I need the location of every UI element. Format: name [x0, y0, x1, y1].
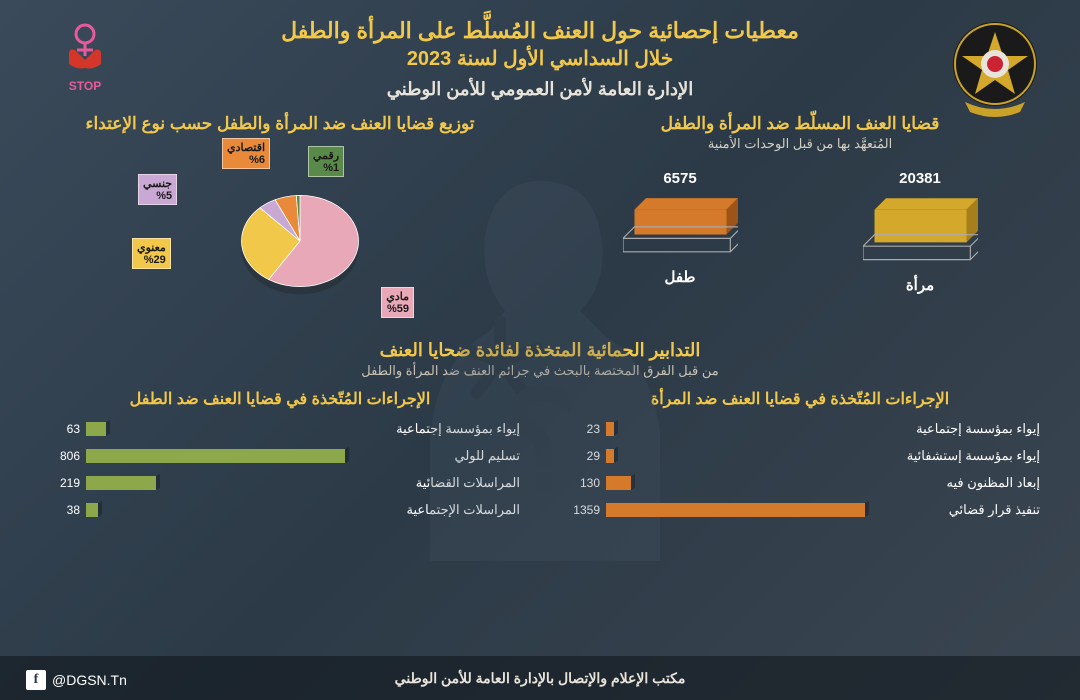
hbar-value: 63: [40, 422, 80, 436]
mid-line2: من قبل الفرق المختصة بالبحث في جرائم الع…: [0, 363, 1080, 379]
cases-bar-value: 6575: [600, 170, 760, 187]
hbar-fill: [86, 449, 345, 463]
cases-bar-item: 6575 طفل: [600, 170, 760, 294]
hbar-label: المراسلات الإجتماعية: [345, 502, 520, 518]
hbar-label: تسليم للولي: [345, 448, 520, 464]
cases-bar-label: طفل: [600, 268, 760, 286]
hbar-fill: [606, 422, 614, 436]
hbar-label: إبعاد المظنون فيه: [865, 475, 1040, 491]
org-badge-logo: [940, 14, 1050, 124]
hbar-fill: [606, 476, 631, 490]
fb-text: @DGSN.Tn: [52, 672, 127, 688]
cases-subtitle: المُتعهَّد بها من قبل الوحدات الأمنية: [560, 136, 1040, 152]
hbar-row: المراسلات الإجتماعية 38: [40, 500, 520, 520]
pie-title: توزيع قضايا العنف ضد المرأة والطفل حسب ن…: [40, 114, 520, 134]
hbar-track: [606, 476, 865, 490]
hbar-fill: [86, 476, 156, 490]
women-actions-title: الإجراءات المُتّخذة في قضايا العنف ضد ال…: [560, 389, 1040, 409]
child-actions-bars: إيواء بمؤسسة إجتماعية 63 تسليم للولي 806…: [40, 419, 520, 520]
header: STOP معطيات إحصائية حول العنف المُسلَّط …: [0, 0, 1080, 108]
hbar-fill: [86, 422, 106, 436]
hbar-row: المراسلات القضائية 219: [40, 473, 520, 493]
cases-panel: قضايا العنف المسلّط ضد المرأة والطفل الم…: [560, 114, 1040, 336]
pie-panel: توزيع قضايا العنف ضد المرأة والطفل حسب ن…: [40, 114, 520, 336]
main-title-2: خلال السداسي الأول لسنة 2023: [40, 46, 1040, 71]
pie-slice-label: مادي%59: [381, 287, 414, 318]
hbar-track: [606, 449, 865, 463]
women-actions-panel: الإجراءات المُتّخذة في قضايا العنف ضد ال…: [560, 389, 1040, 527]
hbar-row: إيواء بمؤسسة إجتماعية 23: [560, 419, 1040, 439]
pie-slice-label: معنوي%29: [132, 238, 171, 269]
hbar-fill: [86, 503, 98, 517]
hbar-track: [606, 503, 865, 517]
hbar-label: إيواء بمؤسسة إجتماعية: [345, 421, 520, 437]
main-title-3: الإدارة العامة لأمن العمومي للأمن الوطني: [40, 79, 1040, 100]
hbar-track: [86, 503, 345, 517]
hbar-value: 219: [40, 476, 80, 490]
cases-bar-value: 20381: [840, 170, 1000, 187]
hbar-value: 23: [560, 422, 600, 436]
hbar-label: تنفيذ قرار قضائي: [865, 502, 1040, 518]
hbar-label: المراسلات القضائية: [345, 475, 520, 491]
hbar-value: 29: [560, 449, 600, 463]
main-title-1: معطيات إحصائية حول العنف المُسلَّط على ا…: [40, 18, 1040, 44]
hbar-row: إيواء بمؤسسة إجتماعية 63: [40, 419, 520, 439]
hbar-value: 130: [560, 476, 600, 490]
hbar-track: [86, 422, 345, 436]
cases-bar-shape: [863, 191, 978, 265]
cases-bars: 20381 مرأة 6575 طفل: [560, 170, 1040, 294]
facebook-icon: f: [26, 670, 46, 690]
hbar-track: [86, 449, 345, 463]
hbar-label: إيواء بمؤسسة إستشفائية: [865, 448, 1040, 464]
hbar-fill: [606, 449, 614, 463]
hbar-value: 38: [40, 503, 80, 517]
women-actions-bars: إيواء بمؤسسة إجتماعية 23 إيواء بمؤسسة إس…: [560, 419, 1040, 520]
cases-bar-item: 20381 مرأة: [840, 170, 1000, 294]
pie-slice-label: رقمي%1: [308, 146, 344, 177]
mid-line1: التدابير الحمائية المتخذة لفائدة ضحايا ا…: [0, 340, 1080, 361]
hbar-row: تنفيذ قرار قضائي 1359: [560, 500, 1040, 520]
stop-label: STOP: [45, 79, 125, 93]
footer: مكتب الإعلام والإتصال بالإدارة العامة لل…: [0, 656, 1080, 700]
hbar-row: إبعاد المظنون فيه 130: [560, 473, 1040, 493]
footer-text: مكتب الإعلام والإتصال بالإدارة العامة لل…: [395, 670, 686, 687]
child-actions-panel: الإجراءات المُتّخذة في قضايا العنف ضد ال…: [40, 389, 520, 527]
hbar-row: إيواء بمؤسسة إستشفائية 29: [560, 446, 1040, 466]
pie-slice-label: اقتصادي%6: [222, 138, 270, 169]
pie-svg: [220, 176, 380, 306]
hbar-fill: [606, 503, 865, 517]
stop-violence-logo: STOP: [45, 20, 125, 110]
pie-slice-label: جنسي%5: [138, 174, 177, 205]
child-actions-title: الإجراءات المُتّخذة في قضايا العنف ضد ال…: [40, 389, 520, 409]
hbar-value: 806: [40, 449, 80, 463]
top-row: قضايا العنف المسلّط ضد المرأة والطفل الم…: [0, 114, 1080, 336]
hbar-value: 1359: [560, 503, 600, 517]
cases-bar-shape: [623, 191, 738, 257]
bottom-row: الإجراءات المُتّخذة في قضايا العنف ضد ال…: [0, 389, 1080, 527]
hbar-row: تسليم للولي 806: [40, 446, 520, 466]
section-mid-title: التدابير الحمائية المتخذة لفائدة ضحايا ا…: [0, 340, 1080, 379]
hbar-track: [86, 476, 345, 490]
facebook-handle: f @DGSN.Tn: [26, 670, 127, 690]
pie-chart: مادي%59معنوي%29جنسي%5اقتصادي%6رقمي%1: [160, 146, 400, 336]
hbar-label: إيواء بمؤسسة إجتماعية: [865, 421, 1040, 437]
cases-bar-label: مرأة: [840, 276, 1000, 294]
hbar-track: [606, 422, 865, 436]
